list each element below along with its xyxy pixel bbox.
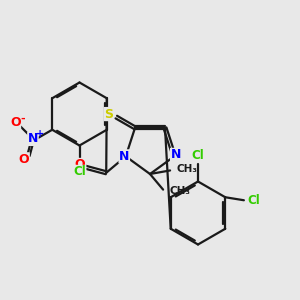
- Text: +: +: [36, 129, 44, 139]
- Text: Cl: Cl: [247, 194, 260, 207]
- Text: N: N: [119, 150, 129, 163]
- Text: Cl: Cl: [192, 148, 204, 162]
- Text: CH₃: CH₃: [170, 186, 191, 196]
- Text: S: S: [104, 108, 113, 121]
- Text: N: N: [171, 148, 181, 161]
- Text: O: O: [74, 158, 85, 171]
- Text: O: O: [19, 153, 29, 166]
- Text: N: N: [28, 132, 38, 146]
- Text: Cl: Cl: [73, 165, 86, 178]
- Text: CH₃: CH₃: [177, 164, 198, 174]
- Text: -: -: [21, 114, 25, 124]
- Text: O: O: [10, 116, 20, 130]
